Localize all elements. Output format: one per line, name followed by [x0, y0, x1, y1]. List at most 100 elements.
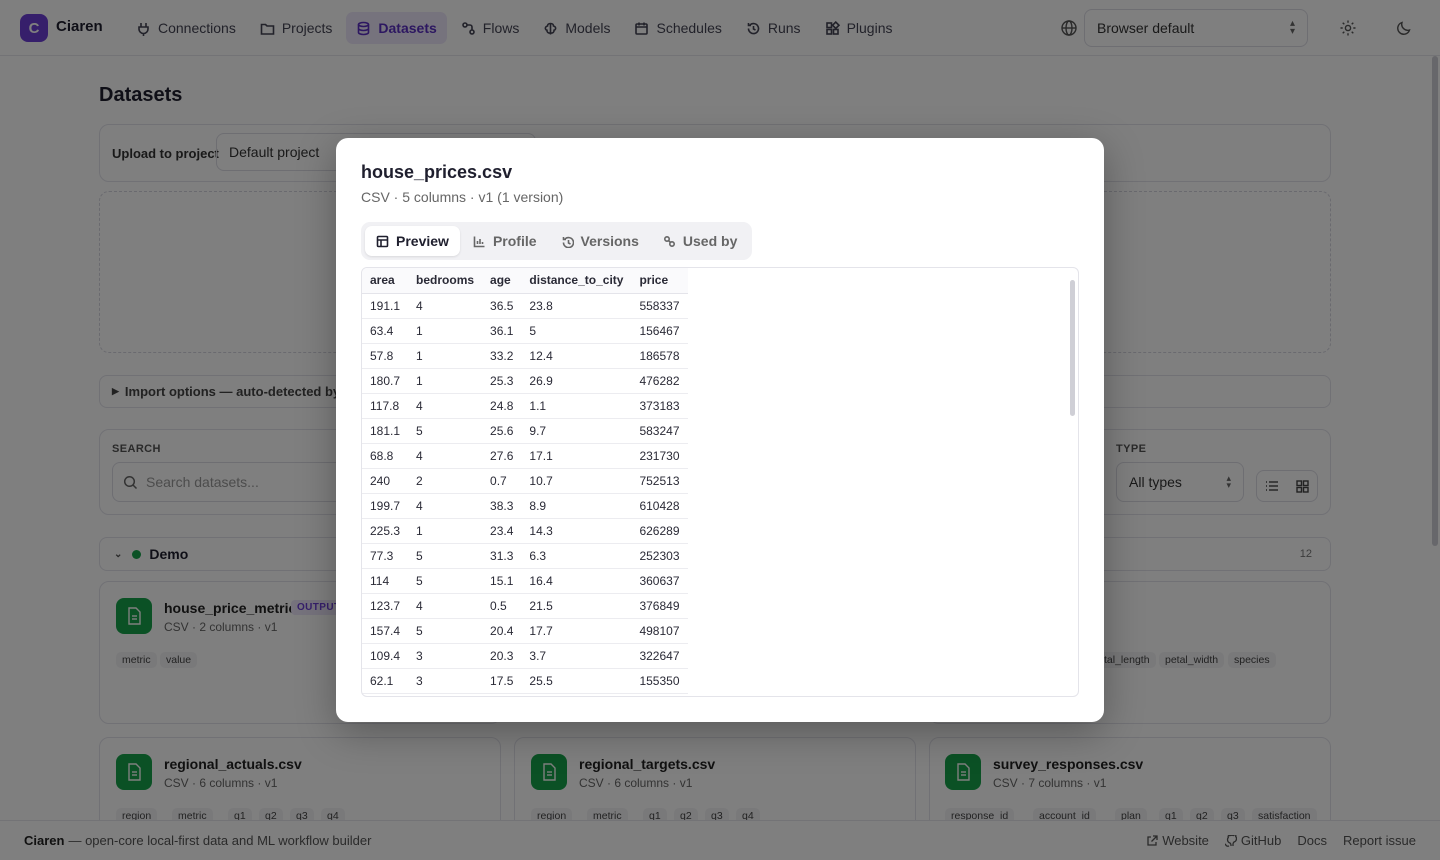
table-cell: 558337: [631, 293, 688, 319]
table-cell: 117.8: [362, 393, 409, 419]
table-cell: 57.8: [362, 343, 409, 369]
modal-subtitle: CSV · 5 columns · v1 (1 version): [361, 189, 564, 205]
table-row: 225.3 1 23.4 14.3 626289: [362, 518, 688, 544]
table-cell: 23.4: [482, 518, 522, 544]
table-cell: 225.3: [362, 518, 409, 544]
history-icon: [562, 236, 574, 248]
table-cell: 373183: [631, 393, 688, 419]
table-row: 77.3 5 31.3 6.3 252303: [362, 543, 688, 569]
table-cell: 5: [408, 618, 483, 644]
table-cell: 38.3: [482, 493, 522, 519]
table-row: 180.7 1 25.3 26.9 476282: [362, 368, 688, 394]
table-cell: 252303: [631, 543, 688, 569]
tab-preview[interactable]: Preview: [365, 226, 460, 256]
table-cell: 20.3: [482, 643, 522, 669]
table-row: 191.1 4 36.5 23.8 558337: [362, 293, 688, 319]
table-cell: 156467: [631, 318, 688, 344]
table-cell: 157.4: [362, 618, 409, 644]
table-cell: 626289: [631, 518, 688, 544]
table-row: 199.7 4 38.3 8.9 610428: [362, 493, 688, 519]
table-row: 123.7 4 0.5 21.5 376849: [362, 593, 688, 619]
bar-chart-icon: [473, 236, 485, 247]
table-cell: 21.5: [521, 593, 632, 619]
table-row: 57.8 1 33.2 12.4 186578: [362, 343, 688, 369]
table-cell: 62.1: [362, 668, 409, 694]
table-cell: 31.3: [482, 543, 522, 569]
table-cell: 10.7: [521, 468, 632, 494]
table-cell: 181.1: [362, 418, 409, 444]
table-row: 68.8 4 27.6 17.1 231730: [362, 443, 688, 469]
table-cell: 231730: [631, 443, 688, 469]
table-cell: 68.8: [362, 443, 409, 469]
table-cell: 1.1: [521, 393, 632, 419]
table-cell: 322647: [631, 643, 688, 669]
table-cell: 360637: [631, 568, 688, 594]
column-header[interactable]: area: [362, 268, 409, 294]
table-cell: 476282: [631, 368, 688, 394]
column-header[interactable]: bedrooms: [408, 268, 483, 294]
table-cell: 3.7: [521, 643, 632, 669]
table-cell: 5: [408, 418, 483, 444]
table-cell: 27.6: [482, 443, 522, 469]
table-scrollbar[interactable]: [1070, 280, 1075, 416]
table-cell: 3: [408, 643, 483, 669]
table-row: 157.4 5 20.4 17.7 498107: [362, 618, 688, 644]
table-cell: 498107: [631, 618, 688, 644]
table-cell: 199.7: [362, 493, 409, 519]
table-cell: 8.9: [521, 493, 632, 519]
table-cell: 77.3: [362, 543, 409, 569]
table-cell: 0.5: [482, 593, 522, 619]
table-cell: 4: [408, 293, 483, 319]
preview-table-container[interactable]: area bedrooms age distance_to_city price 191…: [361, 267, 1079, 697]
link-icon: [663, 235, 675, 247]
table-cell: 186578: [631, 343, 688, 369]
table-cell: 17.5: [482, 668, 522, 694]
table-cell: 16.4: [521, 568, 632, 594]
tab-profile[interactable]: Profile: [462, 226, 548, 256]
tab-versions[interactable]: Versions: [550, 226, 650, 256]
tab-label: Profile: [492, 233, 537, 249]
table-cell: 155350: [631, 668, 688, 694]
tab-label: Preview: [396, 233, 449, 249]
table-cell: 25.6: [482, 418, 522, 444]
table-cell: 1: [408, 368, 483, 394]
table-cell: 1: [408, 518, 483, 544]
table-cell: 191.1: [362, 293, 409, 319]
table-cell: 24.8: [482, 393, 522, 419]
tab-label: Used by: [682, 233, 738, 249]
tab-used-by[interactable]: Used by: [652, 226, 748, 256]
column-header[interactable]: price: [631, 268, 688, 294]
table-cell: 752513: [631, 468, 688, 494]
table-cell: 180.7: [362, 368, 409, 394]
table-row: 62.1 3 17.5 25.5 155350: [362, 668, 688, 694]
table-cell: 23.8: [521, 293, 632, 319]
table-cell: 109.4: [362, 643, 409, 669]
table-cell: 33.2: [482, 343, 522, 369]
table-cell: 0.7: [482, 468, 522, 494]
table-cell: 63.4: [362, 318, 409, 344]
preview-table: area bedrooms age distance_to_city price 191…: [362, 268, 688, 694]
table-cell: 25.3: [482, 368, 522, 394]
table-cell: 123.7: [362, 593, 409, 619]
table-cell: 4: [408, 593, 483, 619]
table-cell: 15.1: [482, 568, 522, 594]
column-header[interactable]: distance_to_city: [521, 268, 632, 294]
table-icon: [376, 235, 389, 247]
column-header[interactable]: age: [482, 268, 522, 294]
table-cell: 4: [408, 393, 483, 419]
table-cell: 6.3: [521, 543, 632, 569]
table-cell: 583247: [631, 418, 688, 444]
modal-tabs: Preview Profile Versions Used by: [361, 222, 753, 260]
table-row: 117.8 4 24.8 1.1 373183: [362, 393, 688, 419]
table-cell: 20.4: [482, 618, 522, 644]
table-cell: 5: [408, 543, 483, 569]
table-cell: 9.7: [521, 418, 632, 444]
table-cell: 25.5: [521, 668, 632, 694]
table-cell: 610428: [631, 493, 688, 519]
table-cell: 1: [408, 343, 483, 369]
table-cell: 12.4: [521, 343, 632, 369]
table-cell: 114: [362, 568, 409, 594]
table-cell: 36.5: [482, 293, 522, 319]
modal-title: house_prices.csv: [361, 162, 513, 182]
dataset-preview-modal: house_prices.csv CSV · 5 columns · v1 (1…: [336, 138, 1104, 722]
